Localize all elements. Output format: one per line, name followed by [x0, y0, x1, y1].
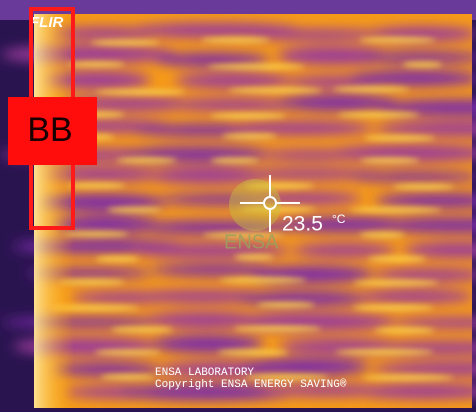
cool-band — [239, 358, 369, 375]
warm-band — [359, 232, 405, 238]
warm-band — [100, 374, 154, 380]
cool-band — [227, 121, 374, 135]
brand-logo: FLIR — [30, 14, 63, 31]
hot-edge — [34, 14, 74, 408]
warm-band — [107, 207, 162, 213]
warm-band — [359, 37, 436, 43]
warm-band — [337, 112, 419, 118]
warm-band — [90, 40, 159, 46]
warm-band — [95, 256, 139, 262]
warm-band — [217, 349, 288, 355]
watermark-text: ENSA — [224, 231, 279, 253]
warm-band — [67, 61, 125, 67]
warm-band — [111, 327, 174, 333]
cool-band — [292, 244, 396, 257]
warm-band — [402, 62, 442, 68]
warm-band — [94, 349, 161, 355]
warm-band — [363, 375, 453, 381]
warm-band — [333, 86, 410, 92]
warm-band — [393, 184, 454, 190]
warm-band — [352, 305, 433, 311]
warm-band — [210, 113, 286, 119]
cool-band — [175, 73, 294, 88]
thermal-image: FLIR BB 23.5 °C ENSA ENSA LABORATORY Cop… — [0, 0, 476, 412]
warm-band — [219, 277, 306, 283]
warm-band — [257, 302, 315, 308]
temperature-unit: °C — [332, 212, 346, 226]
marker-label: BB — [27, 111, 72, 149]
warm-band — [234, 326, 322, 332]
warm-band — [228, 87, 323, 93]
warm-band — [374, 327, 435, 333]
warm-band — [350, 207, 442, 213]
cool-band — [1, 45, 176, 63]
warm-band — [207, 64, 305, 70]
cool-band — [349, 172, 476, 182]
warm-band — [222, 133, 277, 139]
warm-band — [234, 254, 274, 260]
warm-band — [210, 158, 259, 164]
warm-band — [364, 135, 436, 141]
warm-band — [353, 280, 439, 286]
warm-band — [367, 256, 426, 262]
footer-line2: Copyright ENSA ENERGY SAVING® — [155, 379, 347, 391]
footer-line1: ENSA LABORATORY — [155, 367, 254, 379]
warm-band — [95, 89, 186, 95]
warm-band — [360, 157, 420, 163]
warm-band — [201, 37, 270, 43]
cool-band — [348, 71, 476, 86]
cool-band — [2, 317, 170, 327]
warm-band — [335, 349, 434, 355]
warm-band — [67, 183, 126, 189]
cool-band — [356, 290, 474, 303]
watermark-logo — [229, 179, 281, 231]
temperature-value: 23.5 — [282, 213, 323, 236]
warm-band — [116, 157, 177, 163]
